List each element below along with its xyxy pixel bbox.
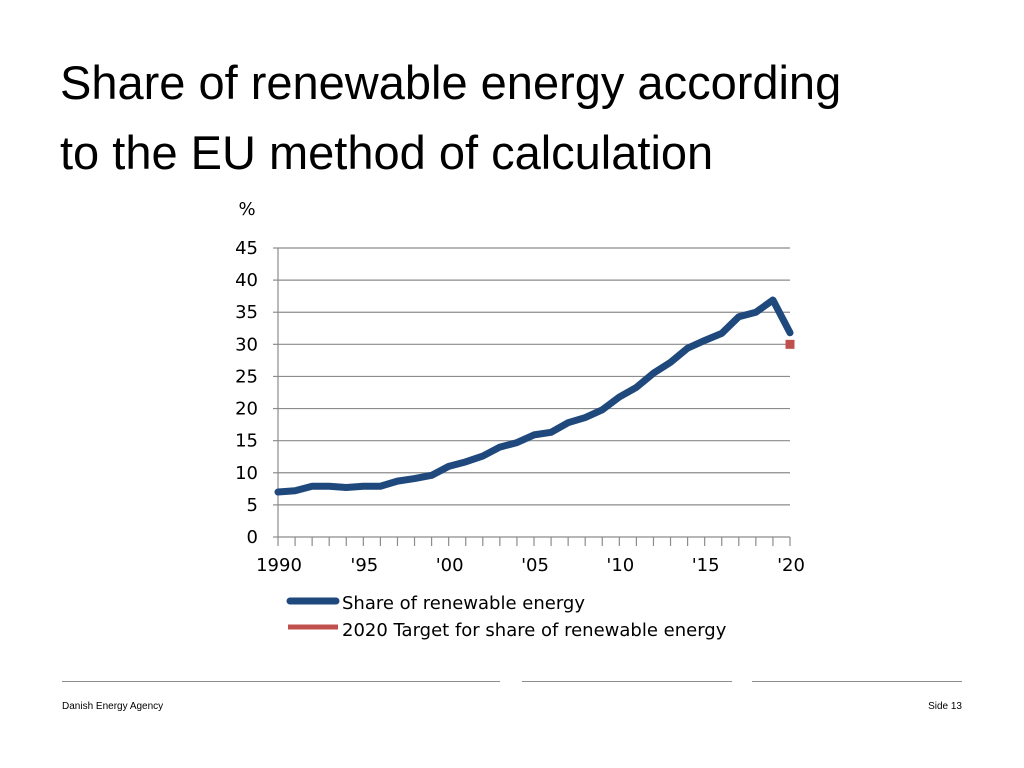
legend-label-2: 2020 Target for share of renewable energ… — [342, 620, 727, 641]
y-tick-label-5: 5 — [247, 495, 258, 516]
y-tick-label-45: 45 — [235, 238, 258, 259]
renewable-share-chart: % 0 5 10 15 20 25 30 35 40 45 1990 '95 '00 '05 '10 '15 '… — [235, 199, 805, 641]
footer-divider-middle — [522, 681, 732, 682]
x-tick-label-1995: '95 — [350, 555, 378, 576]
y-tick-label-10: 10 — [235, 463, 258, 484]
y-axis-unit-label: % — [238, 199, 255, 220]
legend-item-1: Share of renewable energy — [286, 593, 585, 614]
y-tick-label-20: 20 — [235, 399, 258, 420]
gridlines — [278, 247, 790, 506]
tick-labels: 0 5 10 15 20 25 30 35 40 45 1990 '95 '00 '05 '10 '15 '20 — [235, 238, 805, 576]
x-tick-label-2020: '20 — [777, 555, 805, 576]
series-line-renewable-share — [274, 296, 794, 496]
series-point-target-2020 — [785, 339, 795, 349]
x-tick-label-2010: '10 — [606, 555, 634, 576]
y-tick-label-30: 30 — [235, 334, 258, 355]
x-tick-label-1990: 1990 — [256, 555, 302, 576]
footer-divider-left — [62, 681, 500, 682]
x-tick-label-2015: '15 — [692, 555, 720, 576]
footer-organization: Danish Energy Agency — [62, 701, 164, 712]
legend: Share of renewable energy 2020 Target for… — [286, 593, 727, 641]
footer-divider-right — [752, 681, 962, 682]
y-tick-label-15: 15 — [235, 431, 258, 452]
slide-title-line-1: Share of renewable energy according — [60, 56, 842, 109]
series-group — [274, 296, 795, 496]
footer-page-number: Side 13 — [928, 701, 962, 712]
x-tick-label-2005: '05 — [521, 555, 549, 576]
y-tick-label-25: 25 — [235, 366, 258, 387]
legend-label-1: Share of renewable energy — [342, 593, 585, 614]
y-tick-label-40: 40 — [235, 270, 258, 291]
x-tick-label-2000: '00 — [436, 555, 464, 576]
legend-item-2: 2020 Target for share of renewable energ… — [288, 620, 727, 641]
y-tick-label-0: 0 — [247, 527, 258, 548]
slide-title-line-2: to the EU method of calculation — [60, 126, 714, 179]
y-tick-label-35: 35 — [235, 302, 258, 323]
axes — [273, 247, 791, 546]
slide-title: Share of renewable energy according to t… — [60, 48, 960, 188]
